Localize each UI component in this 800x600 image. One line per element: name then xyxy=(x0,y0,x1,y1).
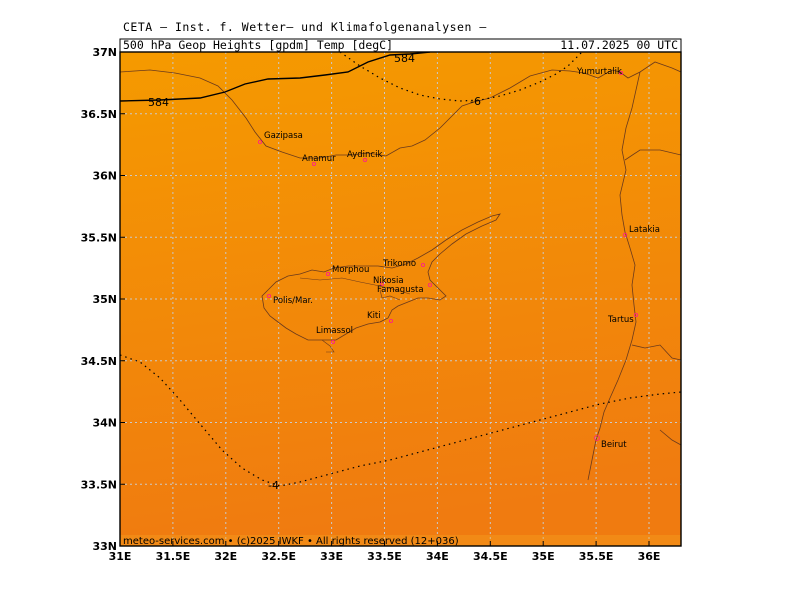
turkey-syria-border xyxy=(624,149,681,161)
cyprus-coastline xyxy=(261,213,501,341)
lon-label: 36E xyxy=(638,550,661,563)
lat-label: 36.5N xyxy=(81,108,117,121)
city-marker-beirut xyxy=(594,435,600,441)
isotherm-label-north: -6 xyxy=(470,95,481,108)
valid-datetime: 11.07.2025 00 UTC xyxy=(560,38,678,52)
city-markers xyxy=(257,71,639,441)
lon-label: 34E xyxy=(426,550,449,563)
height-contour-label: 584 xyxy=(148,96,169,109)
contours xyxy=(120,52,681,487)
lat-label: 35.5N xyxy=(81,231,117,244)
city-marker-tartus xyxy=(634,312,639,317)
city-label-anamur: Anamur xyxy=(302,154,336,164)
city-marker-nikosia xyxy=(379,281,384,286)
syria-lebanon-border xyxy=(631,344,681,361)
longitude-labels: 31E 31.5E 32E 32.5E 33E 33.5E 34E 34.5E 35E 35.5E… xyxy=(109,550,661,563)
temp-isotherm-minus6 xyxy=(339,52,583,102)
lon-label: 32.5E xyxy=(261,550,296,563)
lat-lon-grid xyxy=(120,52,681,546)
footer-credit: meteo-services.com • (c)2025 IWKF • All … xyxy=(123,536,459,547)
city-label-trikomo: Trikomo xyxy=(382,259,416,269)
footer-strip xyxy=(120,535,681,546)
lon-label: 33.5E xyxy=(367,550,402,563)
city-marker-aydincik xyxy=(362,157,367,162)
city-label-nikosia: Nikosia xyxy=(373,276,404,286)
lat-label: 34.5N xyxy=(81,355,117,368)
lon-label: 35.5E xyxy=(579,550,614,563)
city-marker-yumurtalik xyxy=(619,71,624,76)
isotherm-label-south: -4 xyxy=(268,479,279,492)
levant-coastline xyxy=(587,71,641,481)
city-marker-limassol xyxy=(330,339,335,344)
axis-ticks xyxy=(119,51,650,547)
city-label-latakia: Latakia xyxy=(629,225,660,235)
lon-label: 31E xyxy=(109,550,132,563)
coastlines xyxy=(120,61,681,481)
city-label-polis: Polis/Mar. xyxy=(273,296,313,306)
height-contour-584 xyxy=(120,52,431,102)
city-label-kiti: Kiti xyxy=(367,311,381,321)
city-label-beirut: Beirut xyxy=(601,440,627,450)
city-marker-kiti xyxy=(388,318,393,323)
lon-label: 32E xyxy=(214,550,237,563)
lat-label: 34N xyxy=(92,417,117,430)
city-label-gazipasa: Gazipasa xyxy=(264,131,303,141)
latitude-labels: 37N 36.5N 36N 35.5N 35N 34.5N 34N 33.5N 33N xyxy=(81,46,117,553)
city-marker-morphou xyxy=(325,271,330,276)
lat-label: 33N xyxy=(92,540,117,553)
institute-title: CETA — Inst. f. Wetter— und Klimafolgena… xyxy=(123,20,487,34)
city-label-yumurtalik: Yumurtalik xyxy=(576,67,622,77)
city-marker-polis xyxy=(266,293,271,298)
lon-label: 33E xyxy=(320,550,343,563)
city-marker-latakia xyxy=(622,232,628,238)
lon-label: 31.5E xyxy=(156,550,191,563)
city-label-tartus: Tartus xyxy=(607,315,634,325)
city-marker-famagusta xyxy=(427,282,432,287)
lon-label: 35E xyxy=(532,550,555,563)
city-marker-anamur xyxy=(311,161,316,166)
lat-label: 36N xyxy=(92,170,117,183)
lon-label: 34.5E xyxy=(473,550,508,563)
city-label-limassol: Limassol xyxy=(316,326,353,336)
lat-label: 37N xyxy=(92,46,117,59)
turkey-coastline xyxy=(120,61,681,159)
product-title: 500_hPa_Geop_Heights_[gpdm]_Temp_[degC] xyxy=(123,38,393,52)
city-marker-gazipasa xyxy=(257,139,262,144)
city-marker-trikomo xyxy=(420,262,425,267)
lat-label: 33.5N xyxy=(81,478,117,491)
city-label-aydincik: Aydincik xyxy=(347,150,382,160)
height-contour-label-2: 584 xyxy=(394,52,415,65)
lat-label: 35N xyxy=(92,293,117,306)
city-label-morphou: Morphou xyxy=(332,265,369,275)
city-label-famagusta: Famagusta xyxy=(377,285,424,295)
